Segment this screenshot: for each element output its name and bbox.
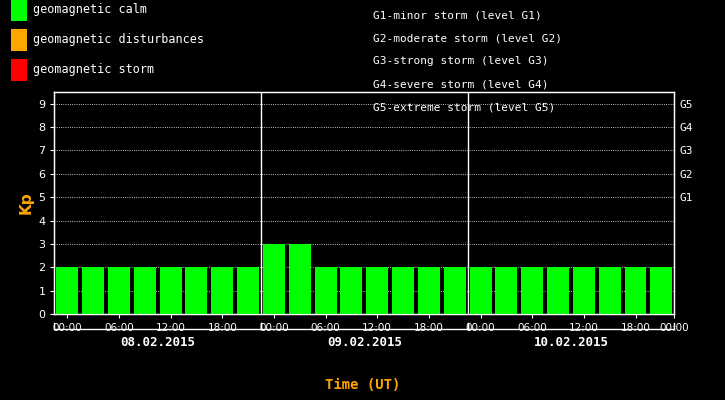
Text: 09.02.2015: 09.02.2015: [327, 336, 402, 348]
Bar: [599, 267, 621, 314]
Text: G5-extreme storm (level G5): G5-extreme storm (level G5): [373, 103, 555, 113]
Text: 08.02.2015: 08.02.2015: [120, 336, 195, 348]
Text: geomagnetic storm: geomagnetic storm: [33, 64, 154, 76]
Bar: [521, 267, 543, 314]
Bar: [418, 267, 440, 314]
Bar: [237, 267, 259, 314]
Bar: [650, 267, 672, 314]
Text: G2-moderate storm (level G2): G2-moderate storm (level G2): [373, 33, 563, 43]
Bar: [547, 267, 569, 314]
Text: G1-minor storm (level G1): G1-minor storm (level G1): [373, 10, 542, 20]
Bar: [315, 267, 336, 314]
Text: G4-severe storm (level G4): G4-severe storm (level G4): [373, 80, 549, 90]
Bar: [186, 267, 207, 314]
Bar: [624, 267, 647, 314]
Bar: [341, 267, 362, 314]
Text: G3-strong storm (level G3): G3-strong storm (level G3): [373, 56, 549, 66]
Text: Time (UT): Time (UT): [325, 378, 400, 392]
Bar: [211, 267, 233, 314]
Bar: [444, 267, 465, 314]
Bar: [289, 244, 311, 314]
Text: geomagnetic calm: geomagnetic calm: [33, 4, 146, 16]
Bar: [392, 267, 414, 314]
Bar: [160, 267, 181, 314]
Y-axis label: Kp: Kp: [19, 192, 34, 214]
Bar: [470, 267, 492, 314]
Bar: [108, 267, 130, 314]
Bar: [134, 267, 156, 314]
Bar: [263, 244, 285, 314]
Bar: [495, 267, 518, 314]
Bar: [573, 267, 594, 314]
Text: geomagnetic disturbances: geomagnetic disturbances: [33, 34, 204, 46]
Text: 10.02.2015: 10.02.2015: [534, 336, 608, 348]
Bar: [57, 267, 78, 314]
Bar: [82, 267, 104, 314]
Bar: [366, 267, 388, 314]
